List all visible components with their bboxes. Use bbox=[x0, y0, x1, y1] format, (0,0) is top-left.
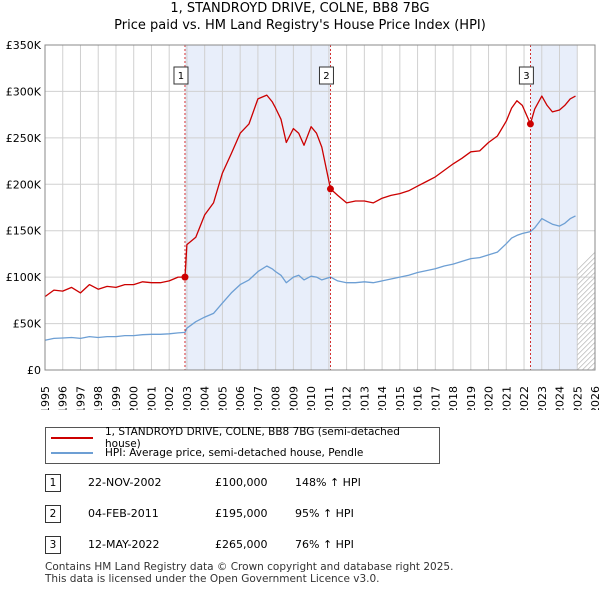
x-tick-label: 2024 bbox=[554, 386, 567, 410]
x-tick-label: 2003 bbox=[181, 386, 194, 410]
x-tick-label: 1998 bbox=[92, 386, 105, 410]
sale-point bbox=[526, 120, 534, 128]
sale-label-box bbox=[318, 66, 334, 85]
x-tick-label: 1995 bbox=[39, 386, 52, 410]
x-tick-label: 2020 bbox=[483, 386, 496, 410]
x-tick-label: 1997 bbox=[74, 386, 87, 410]
x-tick-label: 2022 bbox=[518, 386, 531, 410]
legend-swatch-hpi bbox=[51, 452, 93, 454]
footer-copyright: Contains HM Land Registry data © Crown c… bbox=[45, 561, 454, 573]
forecast-hatch bbox=[577, 251, 595, 370]
legend-item-hpi: HPI: Average price, semi-detached house,… bbox=[51, 446, 363, 460]
price-chart: 1 2 3 £0 £50K £100K £150K £200K £250K £300K £350K… bbox=[6, 39, 600, 410]
x-tick-label: 2010 bbox=[305, 386, 318, 410]
chart-title: 1, STANDROYD DRIVE, COLNE, BB8 7BG bbox=[170, 1, 430, 16]
sale-date: 22-NOV-2002 bbox=[88, 476, 162, 489]
hatch-line bbox=[591, 366, 595, 370]
price-paid-line bbox=[44, 94, 576, 298]
x-tick-label: 2015 bbox=[394, 386, 407, 410]
sale-label: 1 bbox=[178, 71, 184, 82]
x-tick-label: 2013 bbox=[358, 386, 371, 410]
y-tick-label: £350K bbox=[6, 39, 42, 52]
hpi-line bbox=[44, 215, 576, 341]
y-tick-label: £250K bbox=[6, 132, 42, 145]
sale-price: £100,000 bbox=[215, 476, 268, 489]
chart-legend: 1, STANDROYD DRIVE, COLNE, BB8 7BG (semi… bbox=[45, 426, 440, 464]
y-tick-label: £100K bbox=[6, 271, 42, 284]
x-tick-label: 2002 bbox=[163, 386, 176, 410]
legend-swatch-price bbox=[51, 437, 93, 439]
x-tick-label: 2000 bbox=[128, 386, 141, 410]
x-tick-label: 2007 bbox=[252, 386, 265, 410]
y-tick-label: £150K bbox=[6, 225, 42, 238]
x-tick-label: 2018 bbox=[447, 386, 460, 410]
y-tick-label: £300K bbox=[6, 85, 42, 98]
x-tick-label: 2023 bbox=[536, 386, 549, 410]
x-tick-label: 2017 bbox=[429, 386, 442, 410]
x-tick-label: 2005 bbox=[216, 386, 229, 410]
sale-label-box bbox=[518, 66, 534, 85]
chart-subtitle: Price paid vs. HM Land Registry's House … bbox=[114, 18, 486, 33]
sale-date: 04-FEB-2011 bbox=[88, 507, 159, 520]
x-tick-label: 2026 bbox=[589, 386, 600, 410]
x-tick-label: 2016 bbox=[412, 386, 425, 410]
x-tick-label: 1999 bbox=[110, 386, 123, 410]
sale-price: £195,000 bbox=[215, 507, 268, 520]
hatch-line bbox=[577, 301, 595, 321]
sale-price: £265,000 bbox=[215, 538, 268, 551]
sale-number: 2 bbox=[45, 505, 61, 523]
legend-label-price: 1, STANDROYD DRIVE, COLNE, BB8 7BG (semi… bbox=[105, 426, 400, 450]
x-tick-label: 2012 bbox=[341, 386, 354, 410]
hatch-line bbox=[577, 306, 595, 326]
x-tick-label: 2004 bbox=[199, 386, 212, 410]
sale-hpi-change: 148% ↑ HPI bbox=[295, 476, 361, 489]
x-tick-label: 2014 bbox=[376, 386, 389, 410]
sale-hpi-change: 76% ↑ HPI bbox=[295, 538, 354, 551]
x-tick-label: 2019 bbox=[465, 386, 478, 410]
x-tick-label: 2006 bbox=[234, 386, 247, 410]
legend-item-price: 1, STANDROYD DRIVE, COLNE, BB8 7BG (semi… bbox=[51, 426, 439, 450]
hatch-line bbox=[577, 311, 595, 331]
sale-point bbox=[181, 273, 189, 281]
y-tick-label: £200K bbox=[6, 178, 42, 191]
sale-label-box bbox=[173, 66, 189, 85]
x-tick-label: 2008 bbox=[270, 386, 283, 410]
x-tick-label: 2001 bbox=[145, 386, 158, 410]
sale-date: 12-MAY-2022 bbox=[88, 538, 160, 551]
x-tick-label: 2011 bbox=[323, 386, 336, 410]
plot-frame bbox=[44, 44, 596, 371]
y-tick-label: £0 bbox=[27, 364, 41, 377]
sale-number: 1 bbox=[45, 474, 61, 492]
x-tick-label: 1996 bbox=[57, 386, 70, 410]
y-tick-label: £50K bbox=[13, 318, 42, 331]
legend-label-hpi: HPI: Average price, semi-detached house,… bbox=[105, 447, 364, 459]
x-tick-label: 2009 bbox=[287, 386, 300, 410]
sale-hpi-change: 95% ↑ HPI bbox=[295, 507, 354, 520]
x-tick-label: 2021 bbox=[500, 386, 513, 410]
ownership-shade bbox=[530, 45, 578, 370]
sale-point bbox=[326, 185, 334, 193]
sale-label: 2 bbox=[323, 71, 329, 82]
sale-number: 3 bbox=[45, 536, 61, 554]
sale-label: 3 bbox=[523, 71, 529, 82]
hatch-line bbox=[586, 361, 595, 370]
x-tick-label: 2025 bbox=[571, 386, 584, 410]
footer-licence: This data is licensed under the Open Gov… bbox=[45, 573, 380, 585]
